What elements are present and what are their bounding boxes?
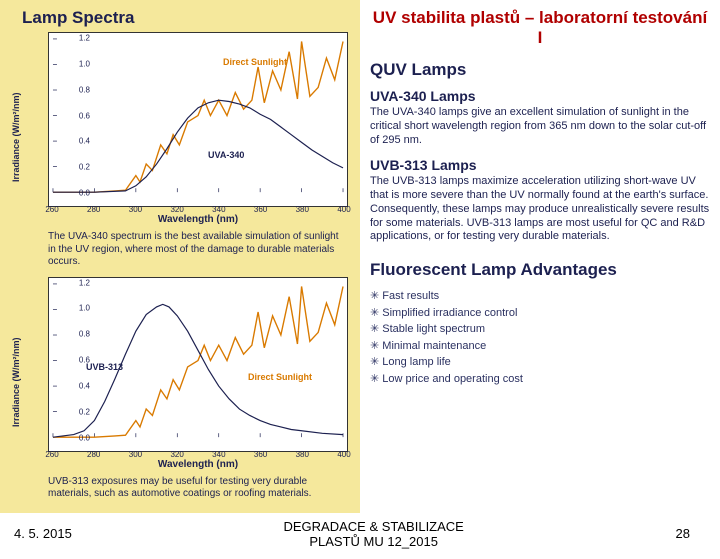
quv-lamps-heading: QUV Lamps [370, 60, 710, 80]
uva340-heading: UVA-340 Lamps [370, 88, 710, 104]
footer-center: DEGRADACE & STABILIZACE PLASTŮ MU 12_201… [284, 519, 464, 549]
y-axis-label: Irradiance (W/m²/nm) [11, 92, 21, 182]
chart-uvb313: Irradiance (W/m²/nm) Direct Sunlight UVB… [8, 277, 352, 472]
lamp-spectra-title: Lamp Spectra [22, 8, 352, 28]
chart-svg [48, 32, 348, 207]
advantage-item: Simplified irradiance control [370, 305, 710, 322]
uvb313-heading: UVB-313 Lamps [370, 157, 710, 173]
main-area: Lamp Spectra Irradiance (W/m²/nm) Direct… [0, 0, 720, 513]
advantage-item: Stable light spectrum [370, 321, 710, 338]
slide: Lamp Spectra Irradiance (W/m²/nm) Direct… [0, 0, 720, 540]
advantage-item: Minimal maintenance [370, 338, 710, 355]
page-number: 28 [676, 526, 690, 541]
advantage-item: Long lamp life [370, 354, 710, 371]
direct-sunlight-label: Direct Sunlight [248, 372, 312, 382]
chart1-caption: The UVA-340 spectrum is the best availab… [48, 231, 346, 269]
footer-date: 4. 5. 2015 [14, 526, 72, 541]
chart2-caption: UVB-313 exposures may be useful for test… [48, 476, 346, 501]
x-axis-label: Wavelength (nm) [48, 214, 348, 225]
advantages-list: Fast resultsSimplified irradiance contro… [370, 288, 710, 387]
advantage-item: Low price and operating cost [370, 371, 710, 388]
y-axis-label: Irradiance (W/m²/nm) [11, 337, 21, 427]
uvb313-label: UVB-313 [86, 362, 123, 372]
advantage-item: Fast results [370, 288, 710, 305]
chart-uva340: Irradiance (W/m²/nm) Direct Sunlight UVA… [8, 32, 352, 227]
left-panel: Lamp Spectra Irradiance (W/m²/nm) Direct… [0, 0, 360, 513]
x-axis-label: Wavelength (nm) [48, 459, 348, 470]
right-panel: UV stabilita plastů – laboratorní testov… [360, 0, 720, 513]
footer: 4. 5. 2015 DEGRADACE & STABILIZACE PLAST… [0, 513, 720, 559]
advantages-heading: Fluorescent Lamp Advantages [370, 260, 710, 280]
uva340-label: UVA-340 [208, 150, 244, 160]
slide-title: UV stabilita plastů – laboratorní testov… [370, 4, 710, 56]
uvb313-text: The UVB-313 lamps maximize acceleration … [370, 175, 710, 244]
direct-sunlight-label: Direct Sunlight [223, 57, 287, 67]
uva340-text: The UVA-340 lamps give an excellent simu… [370, 106, 710, 147]
